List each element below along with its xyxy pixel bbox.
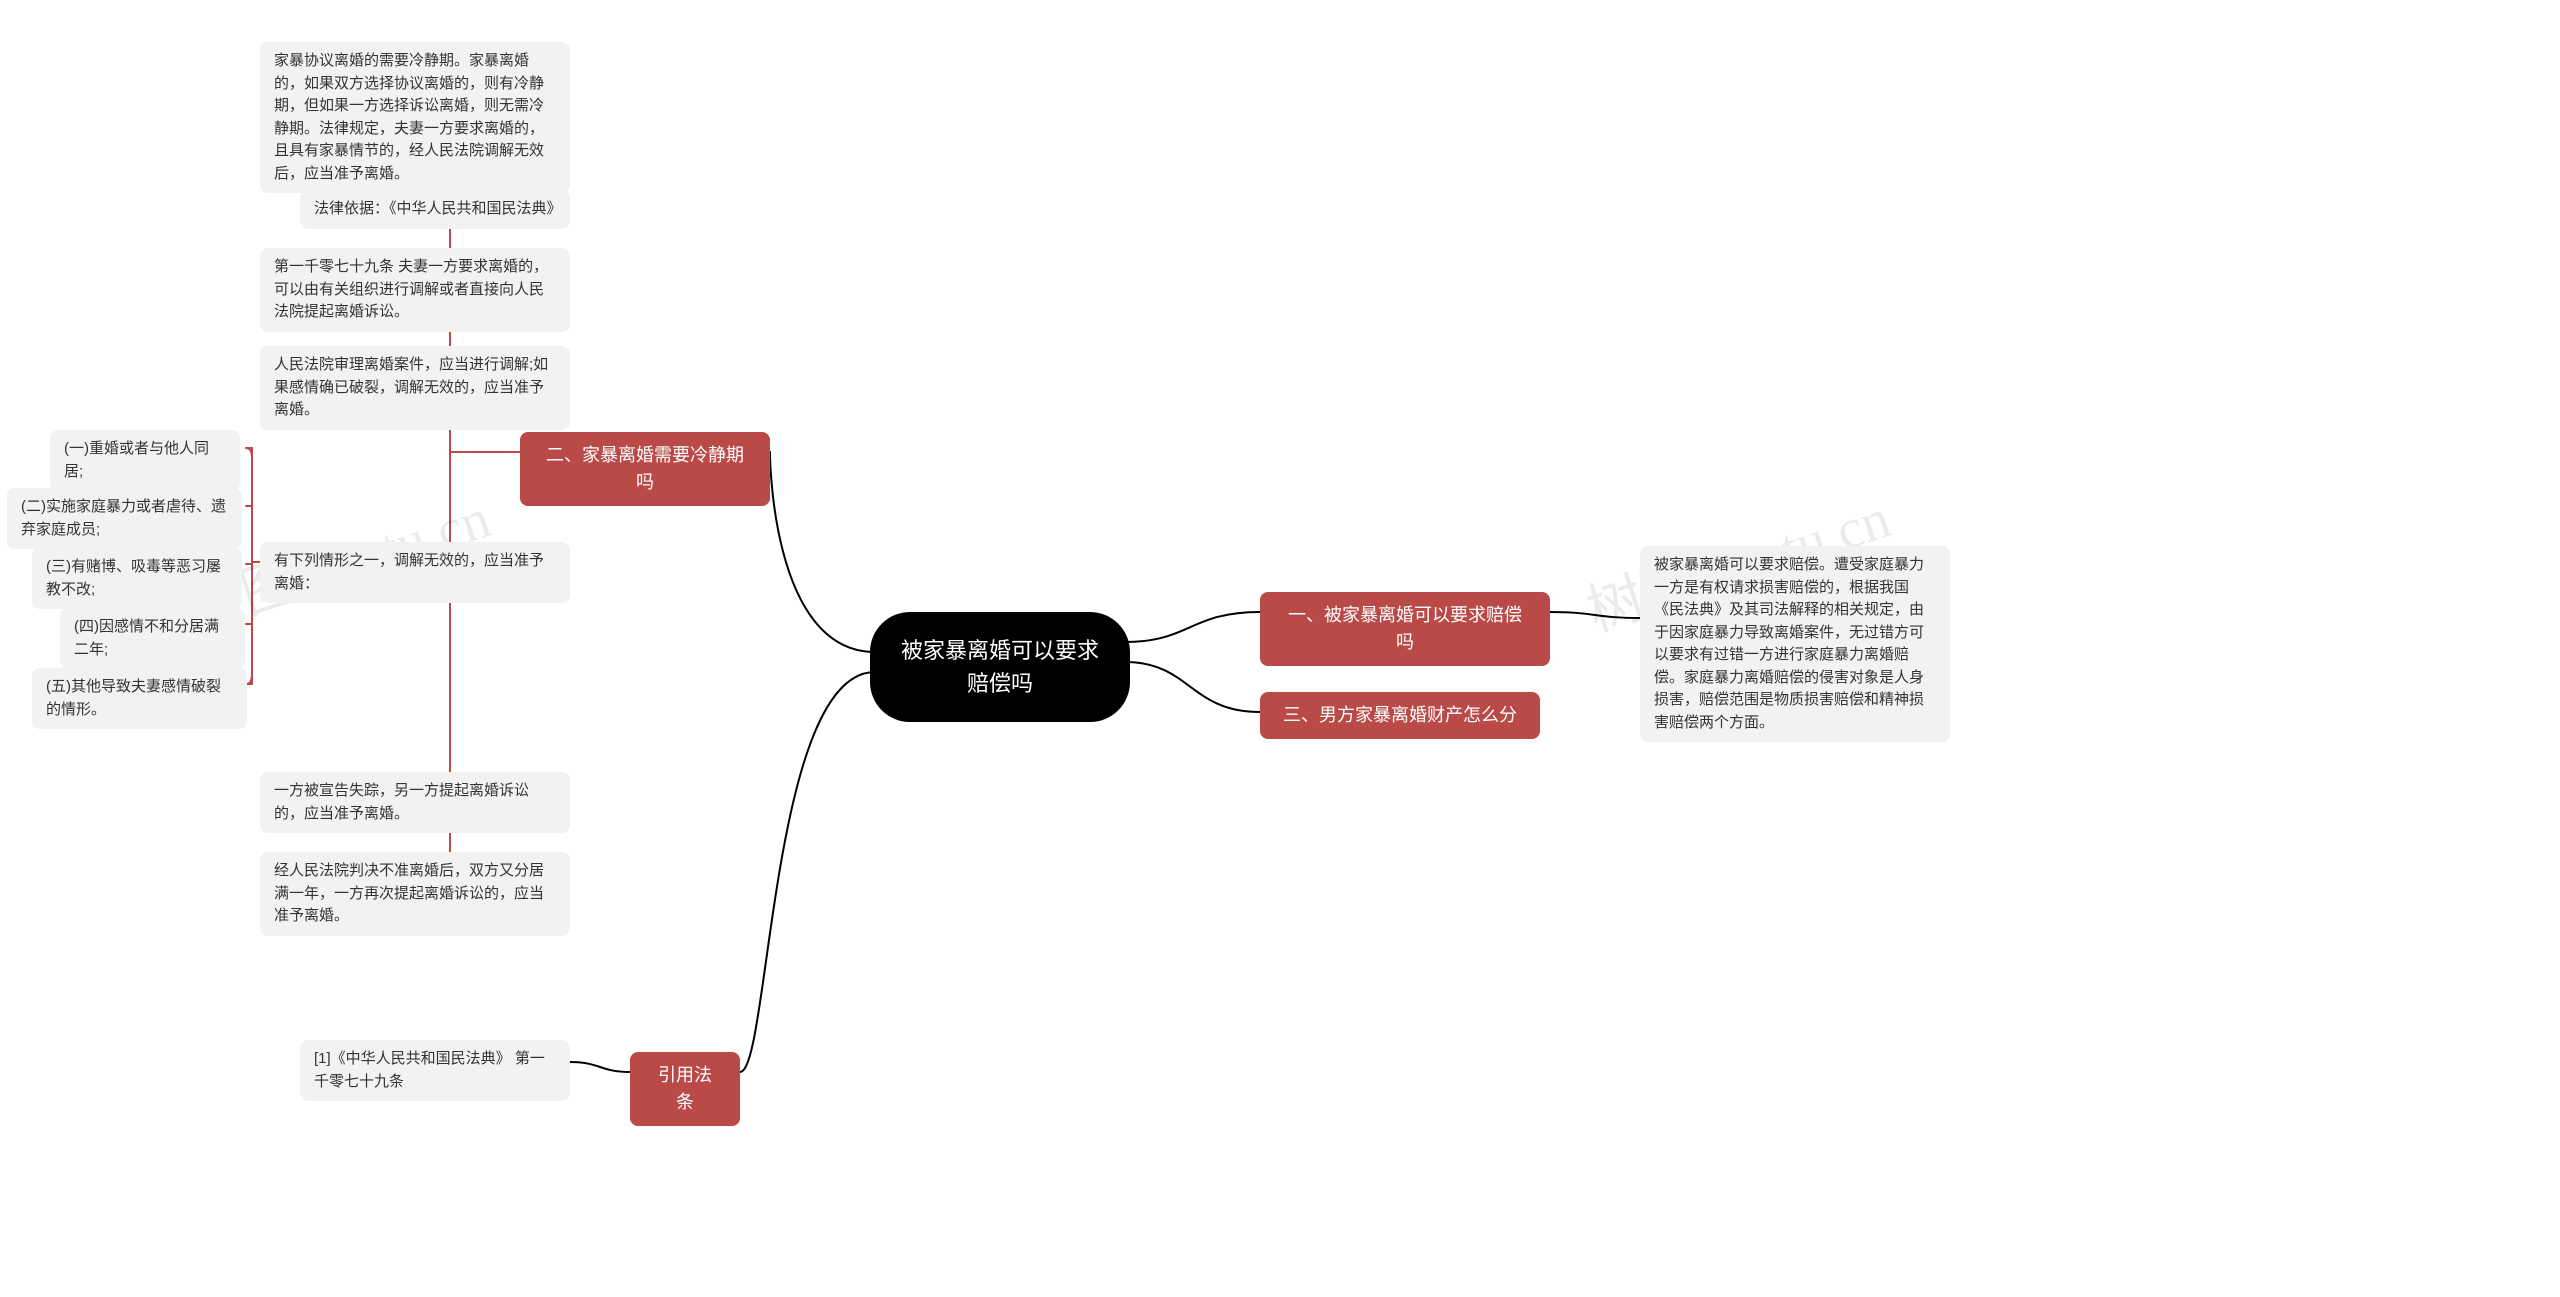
root-node[interactable]: 被家暴离婚可以要求赔偿吗 <box>870 612 1130 722</box>
leaf-sub-5[interactable]: (五)其他导致夫妻感情破裂的情形。 <box>32 668 247 729</box>
leaf-b2-5[interactable]: 有下列情形之一，调解无效的，应当准予离婚： <box>260 542 570 603</box>
leaf-b2-4[interactable]: 人民法院审理离婚案件，应当进行调解;如果感情确已破裂，调解无效的，应当准予离婚。 <box>260 346 570 430</box>
branch-3[interactable]: 三、男方家暴离婚财产怎么分 <box>1260 692 1540 739</box>
leaf-b2-2[interactable]: 法律依据：《中华人民共和国民法典》 <box>300 190 570 229</box>
leaf-sub-1[interactable]: (一)重婚或者与他人同居; <box>50 430 240 491</box>
leaf-b2-3[interactable]: 第一千零七十九条 夫妻一方要求离婚的，可以由有关组织进行调解或者直接向人民法院提… <box>260 248 570 332</box>
branch-2[interactable]: 二、家暴离婚需要冷静期吗 <box>520 432 770 506</box>
leaf-sub-4[interactable]: (四)因感情不和分居满二年; <box>60 608 245 669</box>
leaf-sub-2[interactable]: (二)实施家庭暴力或者虐待、遗弃家庭成员; <box>7 488 242 549</box>
leaf-b2-7[interactable]: 经人民法院判决不准离婚后，双方又分居满一年，一方再次提起离婚诉讼的，应当准予离婚… <box>260 852 570 936</box>
branch-1[interactable]: 一、被家暴离婚可以要求赔偿吗 <box>1260 592 1550 666</box>
branch-4[interactable]: 引用法条 <box>630 1052 740 1126</box>
leaf-b2-6[interactable]: 一方被宣告失踪，另一方提起离婚诉讼的，应当准予离婚。 <box>260 772 570 833</box>
leaf-b1-1[interactable]: 被家暴离婚可以要求赔偿。遭受家庭暴力一方是有权请求损害赔偿的，根据我国《民法典》… <box>1640 546 1950 742</box>
leaf-b4-1[interactable]: [1]《中华人民共和国民法典》 第一千零七十九条 <box>300 1040 570 1101</box>
leaf-sub-3[interactable]: (三)有赌博、吸毒等恶习屡教不改; <box>32 548 242 609</box>
leaf-b2-1[interactable]: 家暴协议离婚的需要冷静期。家暴离婚的，如果双方选择协议离婚的，则有冷静期，但如果… <box>260 42 570 193</box>
